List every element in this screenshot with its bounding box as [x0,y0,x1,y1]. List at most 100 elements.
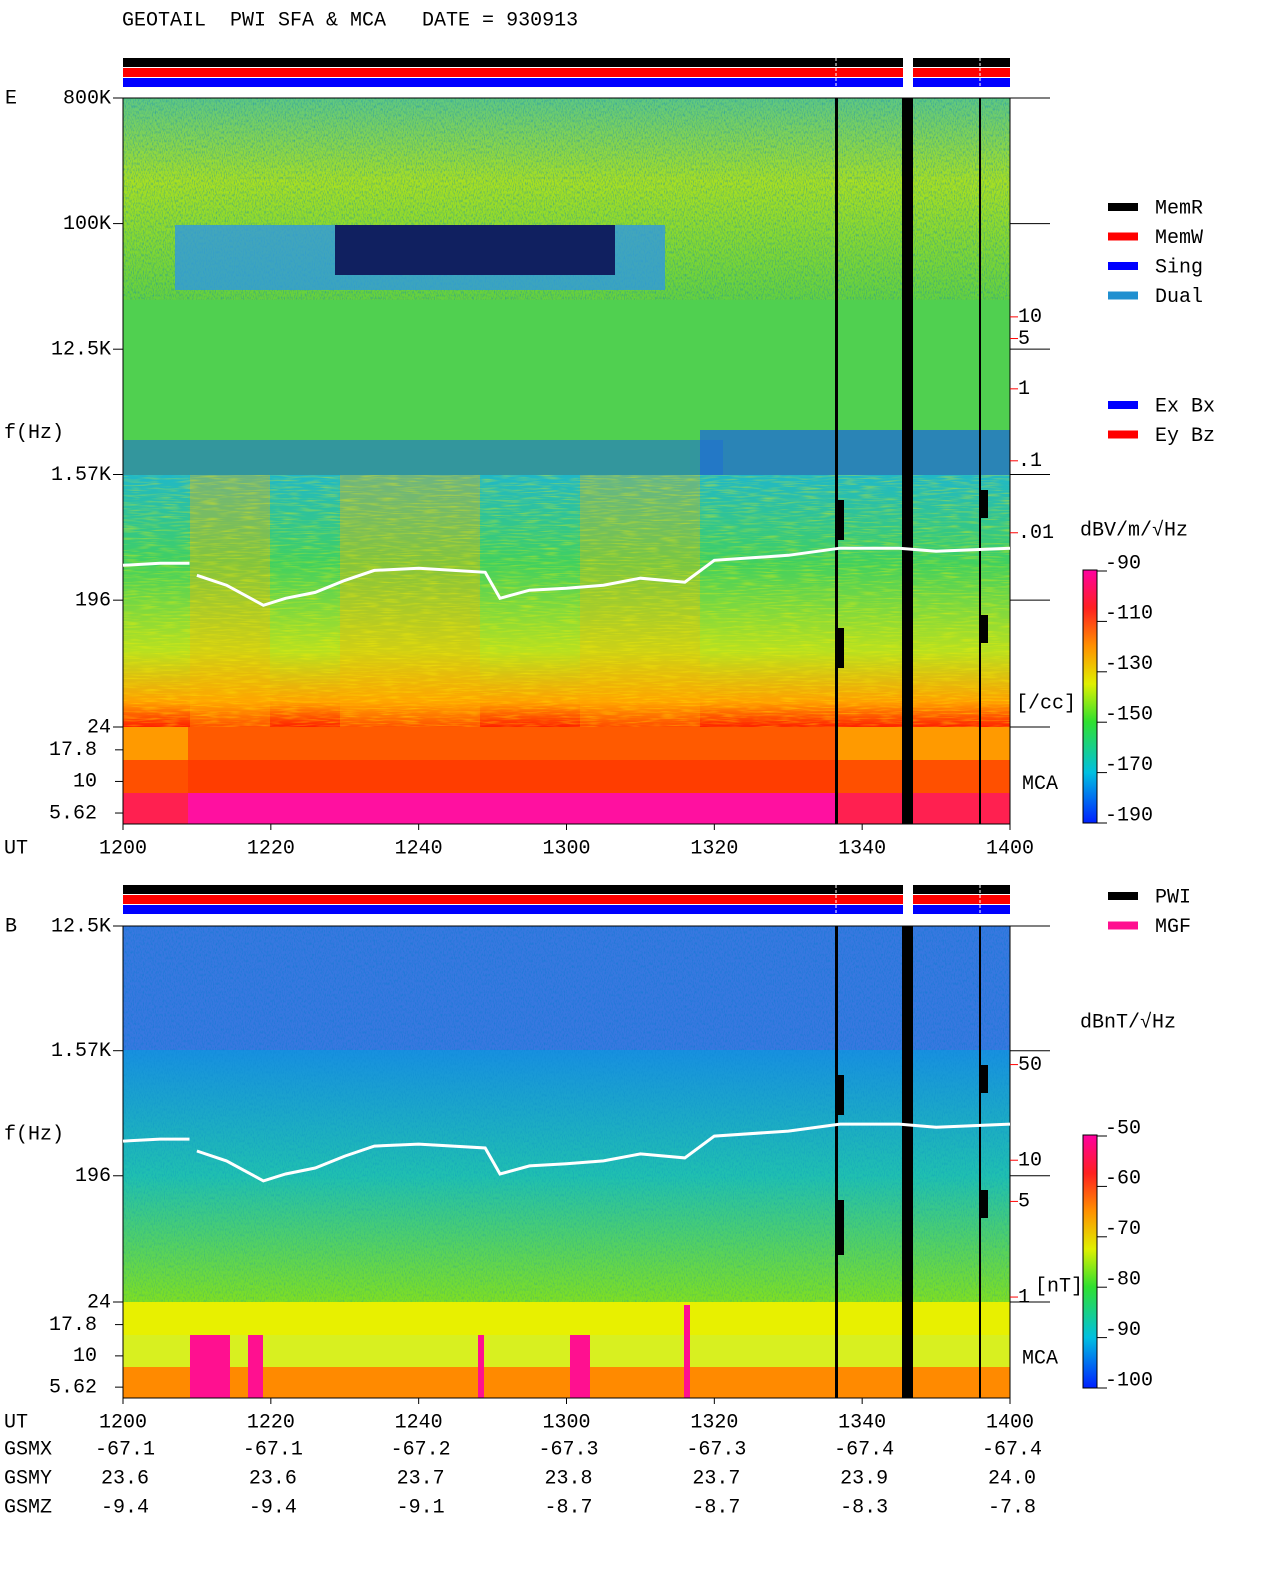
orbit-value: -9.4 [101,1496,149,1519]
y-tick-label: 12.5K [51,338,111,361]
colorbar [1082,1134,1098,1389]
orbit-row-label: GSMY [4,1467,52,1490]
orbit-row-label: GSMZ [4,1496,52,1519]
y2-tick-label: 1 [1018,1286,1030,1309]
colorbar-tick-label: -150 [1105,703,1153,726]
colorbar-tick-label: -70 [1105,1218,1141,1241]
legend-label: MGF [1155,916,1191,939]
status-bars [123,58,1010,914]
mca-tick-label: 10 [73,771,97,794]
y-tick-label: 196 [75,1165,111,1188]
x-tick-label: 1400 [986,1411,1034,1434]
legend-swatch [1108,232,1138,241]
colorbar-tick-label: -60 [1105,1168,1141,1191]
x-axis-label: UT [4,837,28,860]
panel-label: B [5,915,17,938]
colorbar-tick-label: -90 [1105,552,1141,575]
legend-label: Sing [1155,256,1203,279]
mca-tick-label: 17.8 [49,1314,97,1337]
colorbar [1082,569,1098,824]
colorbar-tick-label: -100 [1105,1369,1153,1392]
legend-label: MemR [1155,197,1203,220]
legend-swatch [1108,262,1138,270]
mca-tick-label: 10 [73,1345,97,1368]
y-tick-label: 100K [63,213,111,236]
y2-tick-label: 5 [1018,1191,1030,1214]
orbit-value: -67.2 [391,1438,451,1461]
x-tick-label: 1240 [395,837,443,860]
legend-swatch [1108,291,1138,300]
y2-tick-label: 5 [1018,328,1030,351]
colorbar-tick-label: -130 [1105,653,1153,676]
legend-swatch [1108,430,1138,439]
orbit-value: -8.7 [544,1496,592,1519]
trace-line [122,546,1011,607]
mca-label: MCA [1022,773,1058,796]
y2-tick-label: 1 [1018,378,1030,401]
y2-tick-label: 10 [1018,306,1042,329]
legend-label: Dual [1155,286,1203,309]
colorbar-tick-label: -50 [1105,1117,1141,1140]
orbit-value: -7.8 [988,1496,1036,1519]
mca-tick-label: 5.62 [49,802,97,825]
x-tick-label: 1340 [838,837,886,860]
x-tick-label: 1320 [690,1411,738,1434]
y2-tick-label: 10 [1018,1150,1042,1173]
colorbar-tick-label: -170 [1105,754,1153,777]
y2-axis-label: [/cc] [1016,692,1076,715]
mca-tick-label: 17.8 [49,739,97,762]
orbit-value: 23.7 [397,1467,445,1490]
legend-swatch [1108,401,1138,409]
orbit-value: 23.6 [249,1467,297,1490]
orbit-value: 23.7 [692,1467,740,1490]
legend-swatch [1108,892,1138,900]
x-tick-label: 1200 [99,1411,147,1434]
colorbar-label: dBnT/√Hz [1080,1010,1176,1034]
y2-tick-label: .01 [1018,522,1054,545]
x-tick-label: 1340 [838,1411,886,1434]
y-tick-label: 12.5K [51,915,111,938]
legend-swatch [1108,921,1138,930]
x-tick-label: 1300 [542,837,590,860]
orbit-value: -67.3 [686,1438,746,1461]
orbit-value: -67.1 [243,1438,303,1461]
y-tick-label: 24 [87,716,111,739]
colorbar-label: dBV/m/√Hz [1080,518,1188,542]
y2-tick-label: 50 [1018,1054,1042,1077]
x-tick-label: 1220 [247,1411,295,1434]
x-tick-label: 1300 [542,1411,590,1434]
legend-swatch [1108,203,1138,211]
orbit-row-label: GSMX [4,1438,52,1461]
orbit-value: 23.8 [544,1467,592,1490]
orbit-value: -8.3 [840,1496,888,1519]
x-tick-label: 1200 [99,837,147,860]
spectrogram-e [123,98,1010,824]
y-tick-label: 800K [63,87,111,110]
y-tick-label: 24 [87,1291,111,1314]
orbit-value: -67.4 [982,1438,1042,1461]
colorbar-tick-label: -90 [1105,1319,1141,1342]
orbit-value: -9.1 [397,1496,445,1519]
colorbar-tick-label: -110 [1105,603,1153,626]
y-axis-label: f(Hz) [4,1123,64,1146]
y-tick-label: 1.57K [51,1040,111,1063]
y2-axis-label: [nT] [1035,1275,1083,1298]
x-tick-label: 1400 [986,837,1034,860]
x-axis-label: UT [4,1411,28,1434]
chart-title: GEOTAIL PWI SFA & MCA DATE = 930913 [122,9,578,32]
orbit-value: -67.1 [95,1438,155,1461]
orbit-value: -8.7 [692,1496,740,1519]
trace-line [122,1122,1011,1183]
legend-label: Ex Bx [1155,395,1215,418]
colorbar-tick-label: -80 [1105,1268,1141,1291]
mca-tick-label: 5.62 [49,1376,97,1399]
orbit-value: 23.6 [101,1467,149,1490]
orbit-value: 23.9 [840,1467,888,1490]
orbit-value: -9.4 [249,1496,297,1519]
orbit-value: -67.3 [538,1438,598,1461]
panel-label: E [5,87,17,110]
spectrogram-b [123,926,1010,1398]
y2-tick-label: .1 [1018,450,1042,473]
